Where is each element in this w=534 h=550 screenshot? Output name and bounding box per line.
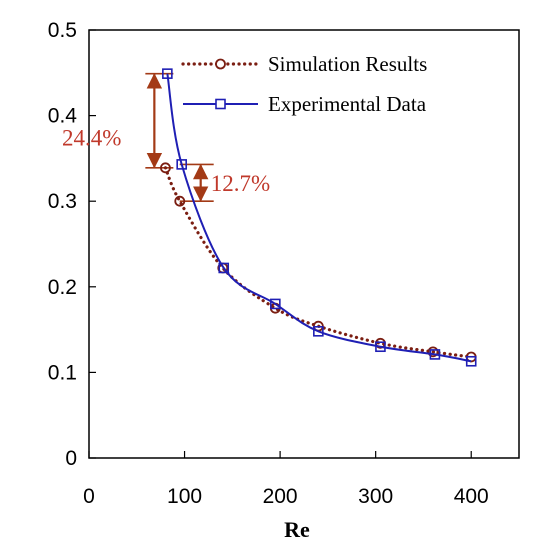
legend-marker-circle — [215, 58, 226, 70]
data-point-exp — [162, 68, 173, 79]
y-tick-label: 0.1 — [48, 361, 77, 384]
x-axis-ticks: 0 100 200 300 400 — [83, 451, 489, 508]
x-tick-label: 200 — [263, 485, 298, 508]
legend-label: Simulation Results — [268, 52, 427, 76]
series-line-1 — [163, 166, 473, 359]
data-point-sim — [174, 195, 186, 207]
legend: Simulation Results Experimental Data — [181, 52, 427, 116]
data-point-sim — [427, 346, 439, 358]
data-point-exp — [429, 349, 441, 360]
annotation-label: 12.7% — [211, 171, 270, 196]
x-axis-title: Re — [284, 517, 310, 542]
y-tick-label: 0.3 — [48, 190, 77, 213]
annotation-label: 24.4% — [62, 126, 121, 151]
x-tick-label: 100 — [167, 485, 202, 508]
data-point-exp — [465, 355, 477, 367]
data-point-exp — [270, 298, 281, 310]
data-point-sim — [160, 162, 171, 174]
y-tick-label: 0.2 — [48, 276, 77, 299]
y-axis-ticks: 0 0.1 0.2 0.3 0.4 0.5 — [48, 19, 96, 470]
x-tick-label: 300 — [358, 485, 393, 508]
series-layer — [160, 68, 477, 367]
annotations: 24.4% 12.7% — [62, 72, 270, 202]
legend-marker-square — [215, 98, 226, 110]
data-point-exp — [375, 341, 386, 353]
x-tick-label: 0 — [83, 485, 95, 508]
x-tick-label: 400 — [454, 485, 489, 508]
y-tick-label: 0 — [65, 447, 77, 470]
data-point-exp — [176, 159, 187, 170]
data-point-exp — [313, 326, 324, 337]
data-point-exp — [218, 262, 230, 274]
legend-label: Experimental Data — [268, 92, 427, 116]
plot-frame — [88, 29, 520, 459]
y-tick-label: 0.4 — [48, 105, 78, 128]
series-line-2 — [166, 73, 472, 363]
y-tick-label: 0.5 — [48, 19, 77, 42]
